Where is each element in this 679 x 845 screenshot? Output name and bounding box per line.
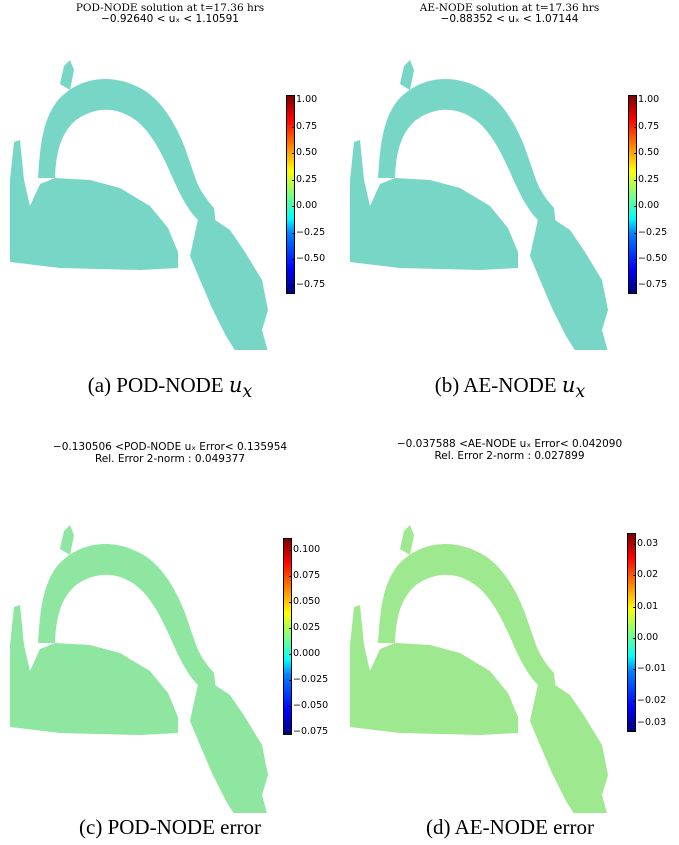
colorbar-tick: 0.000	[288, 648, 321, 659]
panel-title: −0.130506 <POD-NODE uₓ Error< 0.135954	[52, 441, 288, 453]
colorbar-tick: −0.075	[288, 726, 329, 737]
colorbar-tick: 0.00	[633, 200, 660, 211]
colorbar-tick: −0.75	[291, 279, 326, 290]
colorbar-tick: −0.050	[288, 700, 329, 711]
panel-c: −0.130506 <POD-NODE uₓ Error< 0.135954 R…	[0, 425, 340, 845]
colorbar-tick: 0.075	[288, 570, 321, 581]
figure-caption: (a) POD-NODE ux	[87, 373, 253, 403]
colorbar-tick: 0.00	[291, 200, 318, 211]
colorbar-tick: 0.01	[632, 601, 659, 612]
velocity-field-map	[350, 60, 608, 350]
colorbar-tick: −0.75	[633, 279, 668, 290]
colorbar-tick: 0.25	[291, 174, 318, 185]
colorbar-tick: 0.02	[632, 569, 659, 580]
figure-caption: (c) POD-NODE error	[79, 815, 261, 839]
colorbar-tick: −0.50	[291, 253, 326, 264]
colorbar-tick: 0.050	[288, 596, 321, 607]
figure-caption: (b) AE-NODE ux	[434, 373, 586, 403]
error-field-map	[350, 525, 608, 813]
colorbar-tick: 0.75	[291, 121, 318, 132]
colorbar-tick: 0.25	[633, 174, 660, 185]
panel-a: POD-NODE solution at t=17.36 hrs −0.9264…	[0, 0, 340, 420]
panel-title: −0.037588 <AE-NODE uₓ Error< 0.042090	[396, 438, 623, 450]
panel-b: AE-NODE solution at t=17.36 hrs −0.88352…	[340, 0, 679, 420]
figure-caption: (d) AE-NODE error	[426, 815, 594, 839]
colorbar-tick: 0.025	[288, 622, 321, 633]
panel-subtitle: −0.88352 < uₓ < 1.07144	[440, 13, 579, 25]
colorbar-tick: −0.02	[632, 695, 667, 706]
panel-title: POD-NODE solution at t=17.36 hrs	[75, 2, 265, 14]
colorbar-tick: −0.025	[288, 674, 329, 685]
colorbar-tick: 1.00	[633, 94, 660, 105]
colorbar: 1.00 0.75 0.50 0.25 0.00 −0.25 −0.50 −0.…	[628, 95, 667, 294]
colorbar-tick: −0.01	[632, 663, 667, 674]
colorbar-tick: 0.50	[633, 147, 660, 158]
panel-d: −0.037588 <AE-NODE uₓ Error< 0.042090 Re…	[340, 425, 679, 845]
colorbar-tick: 0.03	[632, 538, 659, 549]
colorbar-tick: 0.50	[291, 147, 318, 158]
colorbar: 1.00 0.75 0.50 0.25 0.00 −0.25 −0.50 −0.…	[286, 95, 325, 294]
panel-subtitle: −0.92640 < uₓ < 1.10591	[101, 13, 239, 25]
error-field-map	[10, 525, 268, 813]
velocity-field-map	[10, 60, 268, 350]
colorbar-tick: −0.25	[633, 227, 668, 238]
colorbar-tick: −0.25	[291, 227, 326, 238]
colorbar: 0.100 0.075 0.050 0.025 0.000 −0.025 −0.…	[283, 538, 328, 737]
colorbar-tick: 1.00	[291, 94, 318, 105]
colorbar-tick: 0.00	[632, 632, 659, 643]
colorbar-tick: 0.100	[288, 544, 321, 555]
colorbar-tick: 0.75	[633, 121, 660, 132]
colorbar-tick: −0.03	[632, 717, 667, 728]
panel-subtitle: Rel. Error 2-norm : 0.049377	[94, 453, 246, 465]
panel-subtitle: Rel. Error 2-norm : 0.027899	[434, 450, 585, 462]
colorbar-tick: −0.50	[633, 253, 668, 264]
panel-title: AE-NODE solution at t=17.36 hrs	[419, 2, 600, 14]
colorbar: 0.03 0.02 0.01 0.00 −0.01 −0.02 −0.03	[627, 533, 666, 732]
